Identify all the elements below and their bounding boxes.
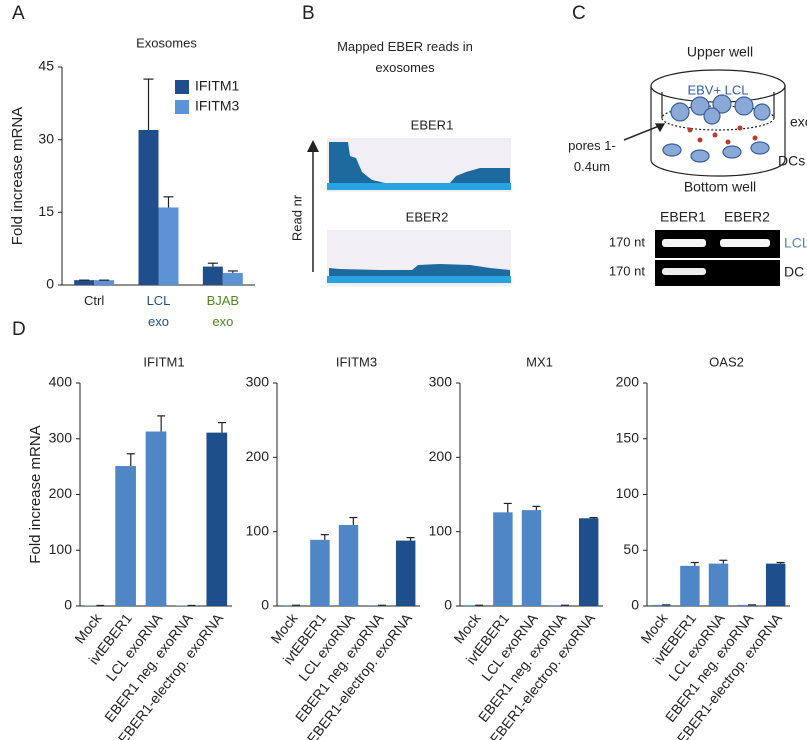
y-tick-label: 100 (429, 522, 453, 538)
panel-b-title: Mapped EBER reads in exosomes (337, 39, 473, 75)
bar (651, 604, 672, 606)
chart-title: Exosomes (136, 35, 197, 50)
bar (395, 540, 416, 606)
y-tick-label: 0 (631, 597, 639, 613)
y-tick-label: 200 (49, 485, 73, 501)
gel-size-label: 170 nt (609, 234, 646, 249)
diagram-label: exo (790, 114, 807, 130)
legend-label: IFITM1 (195, 78, 240, 94)
y-axis-label: Fold increase mRNA (9, 107, 26, 245)
y-tick-label: 0 (46, 276, 54, 292)
bar (550, 605, 570, 606)
panel-label: D (12, 319, 26, 340)
bar (74, 280, 95, 285)
y-tick-label: 15 (38, 203, 54, 219)
bar (176, 605, 197, 606)
bar (310, 539, 330, 606)
gel-row-label: LCL (784, 235, 807, 251)
y-tick-label: 300 (49, 429, 73, 445)
bar (521, 510, 542, 606)
gel-row-label: DC (784, 264, 804, 280)
bar (94, 280, 115, 285)
bar (158, 207, 179, 285)
diagram-label: pores 1-0.4um (568, 138, 616, 174)
bar (765, 563, 786, 606)
y-tick-label: 100 (246, 522, 270, 538)
y-tick-label: 200 (616, 374, 640, 390)
bar (708, 563, 729, 606)
panel-label: B (302, 3, 315, 24)
eber1-track (327, 138, 511, 192)
bar (84, 605, 106, 606)
track-label: EBER2 (406, 209, 449, 224)
bar (464, 605, 485, 606)
chart-title: OAS2 (709, 354, 744, 369)
diagram-label: EBV+ LCL (687, 82, 748, 97)
diagram-label: Bottom well (684, 179, 756, 195)
bar (680, 565, 700, 606)
y-tick-label: 400 (49, 374, 73, 390)
bar (578, 518, 599, 606)
bar (737, 604, 757, 606)
y-tick-label: 150 (616, 429, 640, 445)
bar (115, 466, 136, 606)
y-tick-label: 300 (246, 374, 270, 390)
y-tick-label: 100 (616, 485, 640, 501)
y-tick-label: 100 (49, 541, 73, 557)
y-axis-label: Fold increase mRNA (27, 425, 44, 563)
bar (202, 266, 223, 285)
gel-size-label: 170 nt (609, 263, 646, 278)
y-axis-label: Read nr (289, 194, 304, 241)
read-axis-arrow (307, 140, 319, 272)
panel-label: A (12, 3, 25, 24)
track-label: EBER1 (411, 117, 454, 132)
legend-swatch (175, 100, 189, 114)
y-tick-label: 45 (38, 58, 54, 74)
gel-image (655, 230, 780, 286)
chart-title: IFITM1 (143, 354, 184, 369)
y-tick-label: 0 (64, 597, 72, 613)
bar (222, 272, 243, 285)
y-tick-label: 0 (261, 597, 269, 613)
bar (493, 512, 513, 606)
bar (145, 431, 167, 606)
y-tick-label: 200 (429, 448, 453, 464)
bar (281, 605, 302, 606)
gel-column-label: EBER2 (724, 209, 770, 225)
x-tick-label: Ctrl (84, 293, 105, 308)
diagram-label: DCs (778, 153, 805, 169)
y-tick-label: 30 (38, 130, 54, 146)
gel-column-label: EBER1 (660, 209, 706, 225)
legend-swatch (175, 80, 189, 94)
x-tick-label: BJAB exo (206, 293, 240, 329)
panel-label: C (572, 3, 586, 24)
bar (367, 605, 387, 606)
transwell-diagram (623, 69, 786, 177)
bar (338, 524, 359, 606)
y-tick-label: 0 (444, 597, 452, 613)
x-tick-label: LCL exo (146, 293, 171, 329)
diagram-label: Upper well (687, 44, 753, 60)
chart-title: MX1 (526, 354, 553, 369)
y-tick-label: 200 (246, 448, 270, 464)
y-tick-label: 300 (429, 374, 453, 390)
chart-title: IFITM3 (336, 354, 377, 369)
bar (138, 129, 159, 285)
y-tick-label: 50 (623, 541, 639, 557)
eber2-track (327, 230, 511, 286)
legend-label: IFITM3 (195, 98, 240, 114)
bar (206, 432, 228, 606)
